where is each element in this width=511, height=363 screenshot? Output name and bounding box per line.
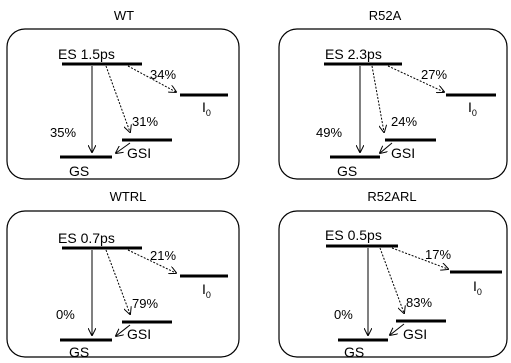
panel-frame	[6, 28, 240, 180]
panel-title: WT	[114, 8, 134, 23]
pct-to-i0: 21%	[150, 248, 176, 263]
gsi-label: GSI	[403, 326, 427, 342]
arrow-gsi-to-gs	[390, 323, 405, 335]
panel-frame	[278, 210, 508, 358]
pct-to-gs: 0%	[334, 307, 353, 322]
panel-r52arl: R52ARL ES 0.5ps I0 GSI GS 17% 83% 0%	[278, 189, 508, 360]
gs-label: GS	[69, 163, 89, 179]
panel-title: R52ARL	[367, 189, 416, 204]
pct-to-gs: 49%	[316, 125, 342, 140]
panel-title: WTRL	[110, 189, 147, 204]
pct-to-gs: 35%	[50, 125, 76, 140]
arrow-es-to-gsi	[379, 247, 404, 313]
pct-to-i0: 34%	[150, 67, 176, 82]
arrow-gsi-to-gs	[116, 324, 131, 336]
panel-wtrl: WTRL ES 0.7ps I0 GSI GS 21% 79% 0%	[6, 189, 240, 360]
gs-label: GS	[344, 344, 364, 360]
gsi-label: GSI	[127, 326, 151, 342]
panel-title: R52A	[369, 8, 402, 23]
panel-frame	[278, 28, 508, 180]
panel-wt: WT ES 1.5ps I0 GSI GS 34% 31% 35%	[6, 8, 240, 180]
es-label: ES 2.3ps	[325, 46, 382, 62]
pct-to-gsi: 31%	[132, 114, 158, 129]
arrow-gsi-to-gs	[380, 142, 393, 153]
panel-r52a: R52A ES 2.3ps I0 GSI GS 27% 24% 49%	[278, 8, 508, 180]
pct-to-gsi: 83%	[406, 295, 432, 310]
i0-label: I0	[202, 281, 211, 300]
pct-to-gsi: 79%	[132, 296, 158, 311]
gs-label: GS	[69, 344, 89, 360]
pct-to-i0: 17%	[425, 247, 451, 262]
gs-label: GS	[337, 163, 357, 179]
es-label: ES 0.5ps	[325, 227, 382, 243]
panel-frame	[6, 210, 240, 358]
arrow-es-to-gsi	[105, 65, 130, 132]
pct-to-gsi: 24%	[391, 114, 417, 129]
i0-label: I0	[468, 99, 477, 118]
pct-to-i0: 27%	[421, 67, 447, 82]
gsi-label: GSI	[127, 145, 151, 161]
gsi-label: GSI	[391, 145, 415, 161]
arrow-es-to-gsi	[105, 249, 130, 314]
arrow-es-to-i0	[127, 249, 176, 273]
arrow-es-to-i0	[391, 247, 448, 269]
i0-label: I0	[473, 278, 482, 297]
arrow-es-to-gsi	[371, 65, 384, 132]
arrow-gsi-to-gs	[116, 142, 131, 153]
es-label: ES 1.5ps	[58, 46, 115, 62]
pct-to-gs: 0%	[56, 307, 75, 322]
i0-label: I0	[202, 99, 211, 118]
es-label: ES 0.7ps	[58, 230, 115, 246]
